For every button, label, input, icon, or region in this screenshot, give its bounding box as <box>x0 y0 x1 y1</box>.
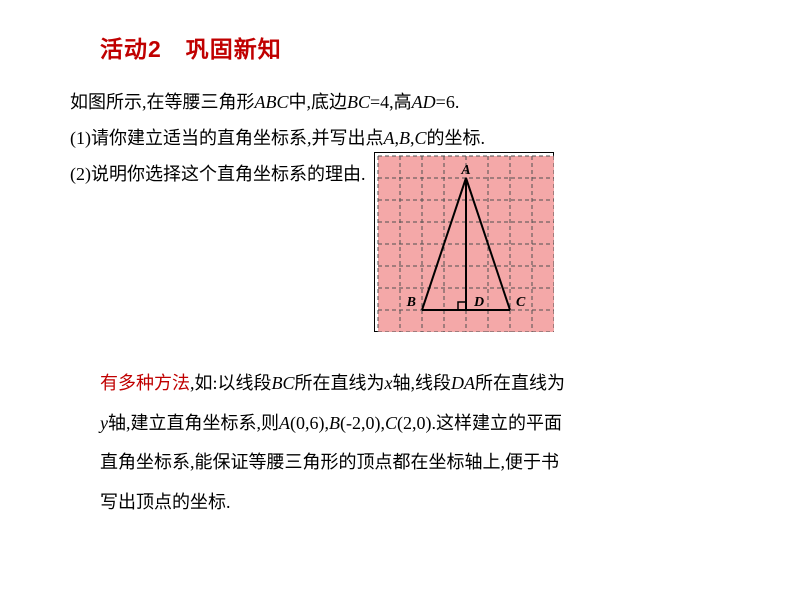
text: 轴,线段 <box>393 373 452 393</box>
svg-text:B: B <box>405 295 415 310</box>
svg-text:C: C <box>516 295 526 310</box>
var-b: B <box>329 413 340 433</box>
answer-block: 有多种方法,如:以线段BC所在直线为x轴,线段DA所在直线为 y轴,建立直角坐标… <box>100 364 704 522</box>
title-prefix: 活动 <box>100 37 148 62</box>
problem-q2: (2)说明你选择这个直角坐标系的理由. <box>70 156 366 192</box>
var-b: B <box>399 128 410 148</box>
answer-line1: 有多种方法,如:以线段BC所在直线为x轴,线段DA所在直线为 <box>100 364 704 404</box>
text: 所在直线为 <box>475 373 565 393</box>
text: =4,高 <box>370 92 412 112</box>
var-x: x <box>385 373 393 393</box>
text: 轴,建立直角坐标系,则 <box>108 413 279 433</box>
var-abc: ABC <box>255 92 289 112</box>
answer-line3: 直角坐标系,能保证等腰三角形的顶点都在坐标轴上,便于书 <box>100 443 704 483</box>
svg-text:D: D <box>473 295 484 310</box>
problem-line1: 如图所示,在等腰三角形ABC中,底边BC=4,高AD=6. <box>70 84 724 120</box>
title-number: 2 <box>148 36 162 62</box>
text: (2,0).这样建立的平面 <box>397 413 562 433</box>
var-ad: AD <box>412 92 436 112</box>
var-y: y <box>100 413 108 433</box>
var-bc: BC <box>347 92 370 112</box>
text: (1)请你建立适当的直角坐标系,并写出点 <box>70 128 384 148</box>
svg-text:A: A <box>460 163 470 178</box>
text: 的坐标. <box>427 128 486 148</box>
var-c: C <box>415 128 427 148</box>
var-da: DA <box>451 373 475 393</box>
text: =6. <box>436 92 460 112</box>
answer-line2: y轴,建立直角坐标系,则A(0,6),B(-2,0),C(2,0).这样建立的平… <box>100 404 704 444</box>
var-bc: BC <box>272 373 295 393</box>
text: ,如:以线段 <box>190 373 272 393</box>
triangle-figure: A B C D <box>374 152 554 332</box>
var-a: A <box>384 128 395 148</box>
highlight: 有多种方法 <box>100 373 190 393</box>
figure-wrap: A B C D <box>374 152 554 344</box>
var-c: C <box>385 413 397 433</box>
text: (-2,0), <box>340 413 385 433</box>
problem-q1: (1)请你建立适当的直角坐标系,并写出点A,B,C的坐标. <box>70 120 724 156</box>
section-title: 活动2 巩固新知 <box>100 30 724 64</box>
var-a: A <box>279 413 290 433</box>
text: 所在直线为 <box>295 373 385 393</box>
answer-line4: 写出顶点的坐标. <box>100 483 704 523</box>
text: 如图所示,在等腰三角形 <box>70 92 255 112</box>
text: 中,底边 <box>289 92 348 112</box>
text: (0,6), <box>290 413 329 433</box>
title-suffix: 巩固新知 <box>162 37 282 62</box>
problem-block: 如图所示,在等腰三角形ABC中,底边BC=4,高AD=6. (1)请你建立适当的… <box>70 84 724 344</box>
